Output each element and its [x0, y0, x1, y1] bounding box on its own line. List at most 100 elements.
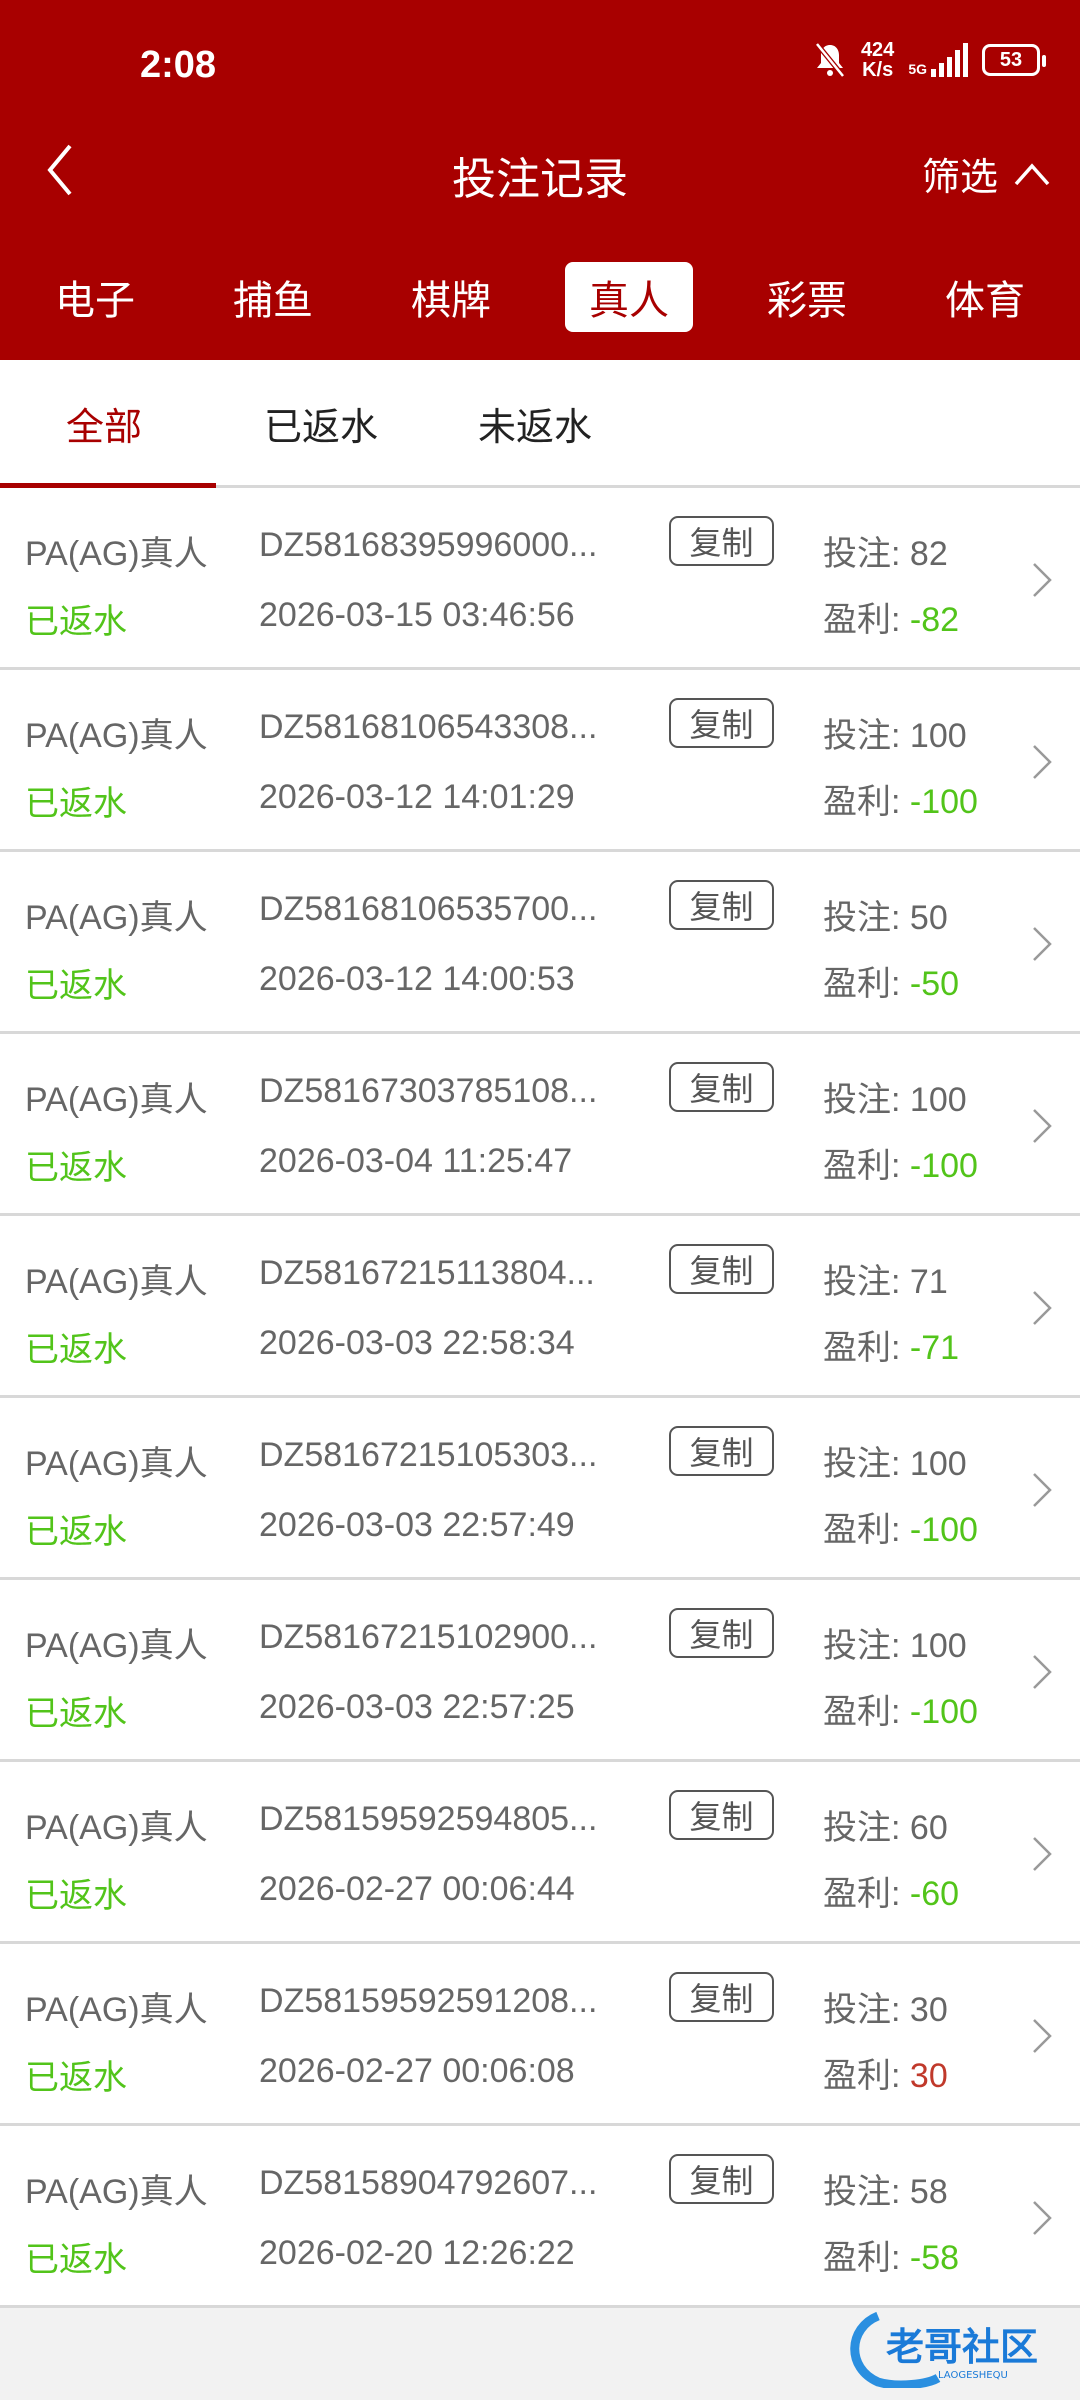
record-row[interactable]: PA(AG)真人 已返水 DZ58167215102900... 2026-03…	[0, 1580, 1080, 1762]
game-name: PA(AG)真人	[25, 1991, 208, 2029]
stake-amount: 投注: 100	[823, 1627, 967, 1665]
game-name: PA(AG)真人	[25, 535, 208, 573]
chevron-right-icon[interactable]	[1030, 1470, 1054, 1510]
rebate-status: 已返水	[25, 785, 127, 823]
status-time: 2:08	[140, 44, 217, 86]
active-tab-indicator	[0, 483, 216, 488]
category-tabs: 电子 捕鱼 棋牌 真人 彩票 体育	[0, 262, 1080, 332]
copy-button[interactable]: 复制	[669, 698, 774, 748]
bet-time: 2026-03-15 03:46:56	[259, 596, 575, 634]
bet-time: 2026-03-04 11:25:47	[259, 1142, 573, 1180]
chevron-right-icon[interactable]	[1030, 2016, 1054, 2056]
bet-time: 2026-03-12 14:01:29	[259, 778, 575, 816]
filter-button[interactable]: 筛选	[922, 146, 1050, 201]
rebate-status: 已返水	[25, 1877, 127, 1915]
copy-button[interactable]: 复制	[669, 2154, 774, 2204]
record-row[interactable]: PA(AG)真人 已返水 DZ58167215105303... 2026-03…	[0, 1398, 1080, 1580]
tab-zhenren[interactable]: 真人	[565, 262, 693, 332]
record-list: PA(AG)真人 已返水 DZ58168395996000... 2026-03…	[0, 488, 1080, 2308]
record-row[interactable]: PA(AG)真人 已返水 DZ58158904792607... 2026-02…	[0, 2126, 1080, 2308]
bet-time: 2026-03-03 22:58:34	[259, 1324, 575, 1362]
copy-button[interactable]: 复制	[669, 1244, 774, 1294]
profit-amount: 盈利: 30	[823, 2057, 948, 2095]
bet-time: 2026-03-03 22:57:49	[259, 1506, 575, 1544]
copy-button[interactable]: 复制	[669, 1608, 774, 1658]
tab-tiyu[interactable]: 体育	[945, 279, 1025, 323]
game-name: PA(AG)真人	[25, 717, 208, 755]
bet-time: 2026-03-12 14:00:53	[259, 960, 575, 998]
back-chevron-icon[interactable]	[40, 140, 100, 200]
order-number: DZ58159592594805...	[259, 1800, 598, 1838]
bet-time: 2026-03-03 22:57:25	[259, 1688, 575, 1726]
chevron-right-icon[interactable]	[1030, 1652, 1054, 1692]
copy-button[interactable]: 复制	[669, 1426, 774, 1476]
chevron-right-icon[interactable]	[1030, 742, 1054, 782]
game-name: PA(AG)真人	[25, 1263, 208, 1301]
rebate-status: 已返水	[25, 1695, 127, 1733]
order-number: DZ58159592591208...	[259, 1982, 598, 2020]
chevron-right-icon[interactable]	[1030, 2198, 1054, 2238]
tab-caipiao[interactable]: 彩票	[767, 279, 847, 323]
chevron-up-icon	[1014, 162, 1050, 185]
copy-button[interactable]: 复制	[669, 1790, 774, 1840]
tab-buyu[interactable]: 捕鱼	[233, 279, 313, 323]
profit-amount: 盈利: -100	[823, 1693, 978, 1731]
order-number: DZ58168106535700...	[259, 890, 598, 928]
mute-bell-icon	[814, 42, 845, 78]
rebate-status: 已返水	[25, 2059, 127, 2097]
subtab-all[interactable]: 全部	[66, 407, 143, 449]
chevron-right-icon[interactable]	[1030, 1106, 1054, 1146]
profit-amount: 盈利: -50	[823, 965, 960, 1003]
profit-amount: 盈利: -82	[823, 601, 960, 639]
stake-amount: 投注: 82	[823, 535, 948, 573]
subtab-not-rebated[interactable]: 未返水	[478, 407, 593, 449]
stake-amount: 投注: 30	[823, 1991, 948, 2029]
profit-amount: 盈利: -60	[823, 1875, 960, 1913]
profit-amount: 盈利: -100	[823, 783, 978, 821]
order-number: DZ58167215113804...	[259, 1254, 595, 1292]
profit-amount: 盈利: -71	[823, 1329, 960, 1367]
game-name: PA(AG)真人	[25, 1627, 208, 1665]
subtab-rebated[interactable]: 已返水	[264, 407, 379, 449]
copy-button[interactable]: 复制	[669, 1972, 774, 2022]
signal-icon: 5G	[908, 43, 968, 77]
copy-button[interactable]: 复制	[669, 880, 774, 930]
chevron-right-icon[interactable]	[1030, 1834, 1054, 1874]
stake-amount: 投注: 100	[823, 1081, 967, 1119]
status-icons: 424 K/s 5G 53	[813, 40, 1046, 80]
game-name: PA(AG)真人	[25, 1445, 208, 1483]
rebate-status: 已返水	[25, 1331, 127, 1369]
watermark-logo: 老哥社区 LAOGESHEQU	[850, 2311, 1038, 2388]
status-tabs: 全部 已返水 未返水	[0, 360, 1080, 488]
chevron-right-icon[interactable]	[1030, 1288, 1054, 1328]
tab-qipai[interactable]: 棋牌	[411, 279, 491, 323]
record-row[interactable]: PA(AG)真人 已返水 DZ58159592594805... 2026-02…	[0, 1762, 1080, 1944]
chevron-right-icon[interactable]	[1030, 560, 1054, 600]
record-row[interactable]: PA(AG)真人 已返水 DZ58168395996000... 2026-03…	[0, 488, 1080, 670]
tab-dianzi[interactable]: 电子	[55, 279, 135, 323]
record-row[interactable]: PA(AG)真人 已返水 DZ58168106535700... 2026-03…	[0, 852, 1080, 1034]
filter-label: 筛选	[921, 157, 998, 199]
bet-time: 2026-02-20 12:26:22	[259, 2234, 575, 2272]
bet-time: 2026-02-27 00:06:44	[259, 1870, 575, 1908]
copy-button[interactable]: 复制	[669, 516, 774, 566]
record-row[interactable]: PA(AG)真人 已返水 DZ58168106543308... 2026-03…	[0, 670, 1080, 852]
battery-icon: 53	[982, 44, 1046, 76]
rebate-status: 已返水	[25, 967, 127, 1005]
svg-text:LAOGESHEQU: LAOGESHEQU	[938, 2370, 1008, 2381]
profit-amount: 盈利: -100	[823, 1147, 978, 1185]
order-number: DZ58158904792607...	[259, 2164, 598, 2202]
record-row[interactable]: PA(AG)真人 已返水 DZ58167215113804... 2026-03…	[0, 1216, 1080, 1398]
stake-amount: 投注: 100	[823, 717, 967, 755]
profit-amount: 盈利: -100	[823, 1511, 978, 1549]
record-row[interactable]: PA(AG)真人 已返水 DZ58167303785108... 2026-03…	[0, 1034, 1080, 1216]
stake-amount: 投注: 50	[823, 899, 948, 937]
game-name: PA(AG)真人	[25, 899, 208, 937]
app-header: 2:08 424 K/s 5G 53 投注记录 筛选 电子 捕鱼 棋牌 真人 彩票…	[0, 0, 1080, 360]
bet-time: 2026-02-27 00:06:08	[259, 2052, 575, 2090]
chevron-right-icon[interactable]	[1030, 924, 1054, 964]
record-row[interactable]: PA(AG)真人 已返水 DZ58159592591208... 2026-02…	[0, 1944, 1080, 2126]
copy-button[interactable]: 复制	[669, 1062, 774, 1112]
stake-amount: 投注: 60	[823, 1809, 948, 1847]
stake-amount: 投注: 100	[823, 1445, 967, 1483]
